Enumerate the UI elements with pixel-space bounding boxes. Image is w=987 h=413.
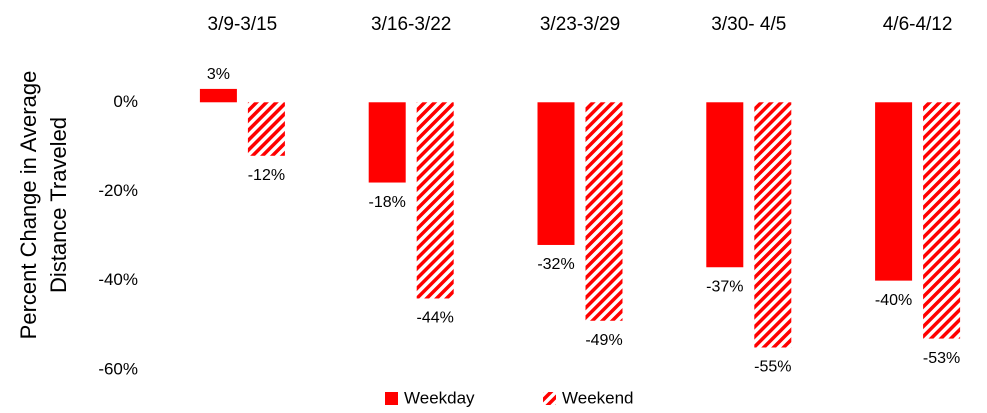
bar <box>416 102 454 299</box>
bar <box>247 102 285 156</box>
data-label: -53% <box>923 350 960 367</box>
y-tick-label: 0% <box>113 92 138 111</box>
bar <box>585 102 623 321</box>
legend-swatch <box>385 392 398 405</box>
data-label: 3% <box>207 66 230 83</box>
legend-swatch <box>543 392 556 405</box>
data-label: -55% <box>754 359 791 376</box>
bar <box>706 102 744 268</box>
y-tick-label: -60% <box>98 359 138 378</box>
data-label: -49% <box>585 332 622 349</box>
bar <box>875 102 913 281</box>
x-tick-label: 3/30- 4/5 <box>711 14 786 35</box>
x-tick-label: 4/6-4/12 <box>883 14 953 35</box>
data-label: -18% <box>369 194 406 211</box>
y-tick-label: -20% <box>98 181 138 200</box>
data-label: -40% <box>875 292 912 309</box>
x-tick-label: 3/23-3/29 <box>540 14 620 35</box>
legend-label: Weekend <box>562 388 634 407</box>
bar <box>537 102 575 245</box>
data-label: -32% <box>537 256 574 273</box>
x-tick-label: 3/9-3/15 <box>208 14 278 35</box>
y-axis-label: Percent Change in Average <box>16 71 41 340</box>
data-label: -44% <box>417 310 454 327</box>
data-label: -12% <box>248 167 285 184</box>
y-tick-label: -40% <box>98 270 138 289</box>
y-axis-label: Distance Traveled <box>46 117 71 293</box>
bar <box>754 102 792 348</box>
data-label: -37% <box>706 278 743 295</box>
legend-label: Weekday <box>404 388 475 407</box>
bar <box>923 102 961 339</box>
x-tick-label: 3/16-3/22 <box>371 14 451 35</box>
bar <box>199 88 237 103</box>
bar <box>368 102 406 183</box>
